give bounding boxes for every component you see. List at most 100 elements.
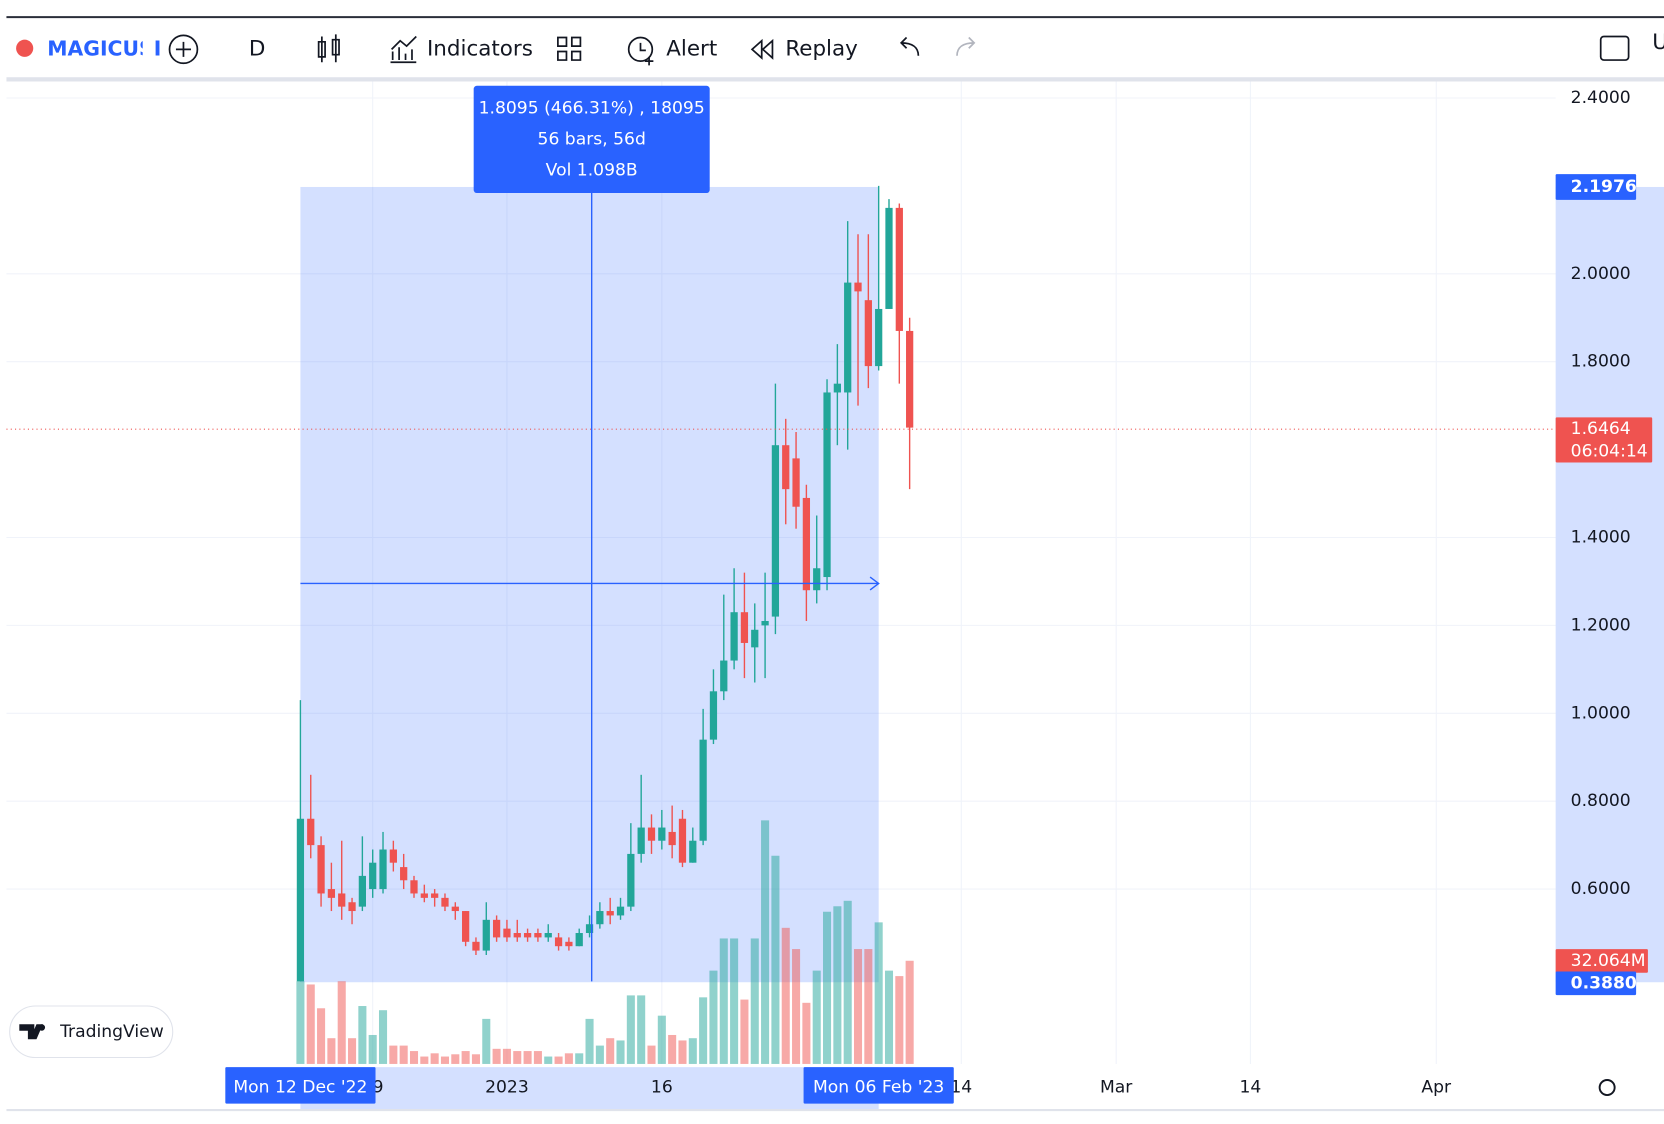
to-badge-label: Mon 06 Feb '23 — [813, 1078, 944, 1098]
low-badge — [1555, 971, 1637, 996]
volume-bar — [637, 995, 646, 1064]
x-tick-label: 2023 — [485, 1078, 529, 1098]
y-tick-label: 2.0000 — [1571, 264, 1631, 284]
symbol[interactable]: MAGICUSI — [47, 36, 161, 60]
logo-text: TradingView — [59, 1022, 164, 1042]
volume-bar — [492, 1048, 501, 1064]
volume-bar — [678, 1040, 687, 1064]
price-badge — [1555, 417, 1653, 463]
volume-bar — [327, 1038, 336, 1064]
measure-range — [300, 186, 879, 983]
volume-bar — [833, 906, 842, 1064]
volume-bar — [513, 1051, 522, 1064]
alert-icon-hands — [639, 42, 654, 66]
candle-body — [492, 919, 501, 938]
measure-text: Vol 1.098B — [546, 161, 638, 181]
volume-bar — [616, 1040, 625, 1064]
volume-bar — [575, 1053, 584, 1064]
volume-bar — [688, 1038, 697, 1064]
fullscreen[interactable] — [1599, 35, 1630, 61]
candle-body — [668, 831, 676, 846]
candle-body — [771, 445, 780, 617]
volume-bar — [730, 938, 739, 1064]
alert-icon — [627, 36, 654, 62]
logo-mark — [19, 1024, 43, 1040]
y-tick-label: 1.4000 — [1571, 527, 1631, 547]
candle-body — [534, 933, 542, 938]
volume-bar — [864, 949, 873, 1064]
volume-badge-label: 32.064M — [1571, 951, 1646, 971]
volume-bar — [781, 927, 790, 1064]
candle-body — [792, 458, 800, 507]
candle-body — [338, 893, 346, 907]
candle-body — [833, 383, 841, 393]
candle-body — [875, 308, 883, 367]
y-tick-label: 1.8000 — [1571, 352, 1631, 372]
volume-bar — [544, 1056, 553, 1064]
high-badge-label: 2.1976 — [1571, 177, 1637, 197]
volume-bar — [306, 984, 315, 1064]
volume-bar — [471, 1054, 480, 1064]
interval[interactable]: D — [249, 36, 266, 61]
volume-bar — [843, 900, 852, 1064]
candle-body — [307, 818, 315, 846]
alert[interactable]: Alert — [666, 36, 717, 61]
candle-body — [482, 919, 490, 951]
replay[interactable]: Replay — [785, 36, 858, 61]
candle-body — [885, 207, 893, 309]
candle-body — [782, 445, 790, 490]
volume-bar — [348, 1038, 357, 1064]
volume-bar — [523, 1051, 532, 1064]
volume-bar — [502, 1048, 511, 1064]
undo[interactable] — [899, 36, 920, 56]
volume-bar — [905, 960, 914, 1064]
axis-range — [300, 1067, 879, 1111]
from-badge-label: Mon 12 Dec '22 — [233, 1078, 367, 1098]
candle-body — [678, 818, 687, 863]
volume-bar — [709, 970, 718, 1064]
candle-body — [689, 840, 697, 863]
chart-style[interactable] — [317, 34, 340, 63]
candle-body — [699, 739, 707, 841]
candle-body — [327, 889, 336, 898]
candle-body — [616, 906, 625, 916]
high-badge — [1555, 174, 1637, 200]
candle-body — [441, 897, 449, 907]
candle-body — [637, 827, 645, 854]
volume-bar — [440, 1056, 450, 1064]
add-symbol[interactable] — [168, 34, 199, 65]
volume-bar — [802, 1002, 811, 1064]
volume-badge — [1555, 949, 1648, 973]
volume-bar — [461, 1051, 470, 1064]
candle-body — [802, 497, 811, 591]
candle-body — [864, 300, 872, 367]
overflow[interactable]: U — [1652, 30, 1664, 55]
indicators-icon — [390, 35, 417, 64]
volume-bar — [853, 949, 863, 1064]
candle-body — [420, 893, 428, 898]
symbol-icon — [16, 39, 34, 57]
volume-bar — [792, 949, 801, 1064]
volume-bar — [430, 1053, 439, 1064]
indicators[interactable]: Indicators — [427, 36, 533, 61]
candle-body — [389, 849, 397, 863]
candle-body — [658, 827, 666, 841]
volume-bar — [296, 981, 305, 1064]
volume-bar — [606, 1038, 615, 1064]
measure-tooltip — [473, 85, 710, 194]
candle-body — [513, 933, 521, 938]
volume-bar — [884, 970, 894, 1064]
measure-text: 56 bars, 56d — [538, 129, 646, 149]
templates[interactable] — [557, 36, 582, 61]
volume-bar — [895, 976, 904, 1064]
logo-dot — [38, 1024, 46, 1031]
replay-icon — [750, 38, 774, 60]
candle-body — [596, 911, 604, 925]
redo[interactable] — [956, 36, 976, 56]
symbol-fade — [142, 26, 154, 70]
candle-body — [813, 568, 821, 591]
x-tick-label: Mar — [1100, 1078, 1133, 1098]
settings[interactable] — [1598, 1079, 1616, 1097]
from-badge — [225, 1067, 376, 1104]
